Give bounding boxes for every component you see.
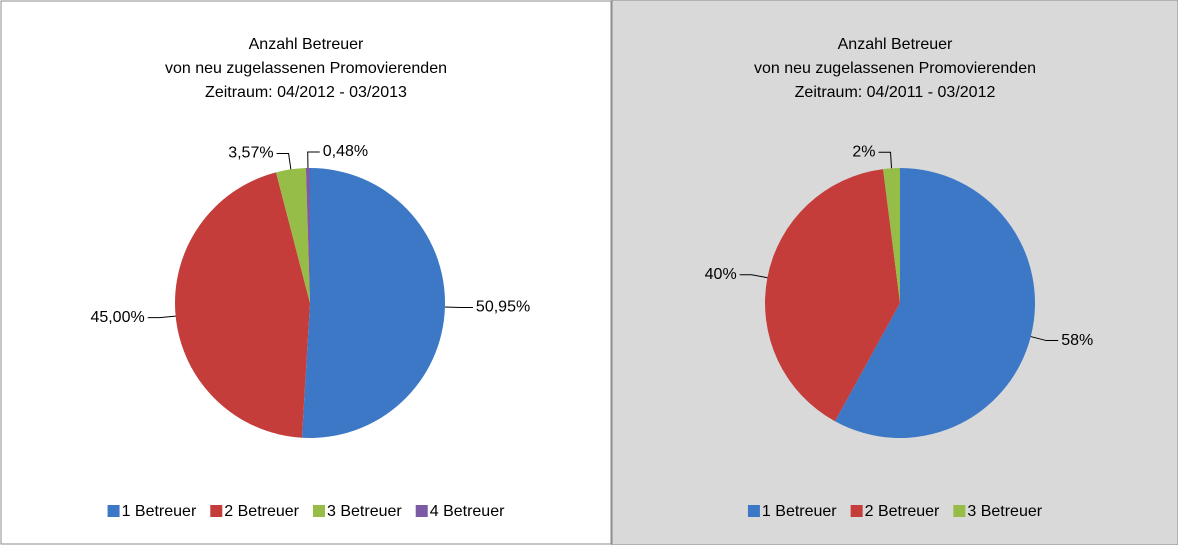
- pie-slice: [834, 168, 1035, 439]
- leader-line: [878, 151, 893, 169]
- data-label: 40%: [705, 266, 737, 283]
- legend-swatch: [210, 505, 223, 517]
- legend: 1 Betreuer 2 Betreuer 3 Betreuer: [747, 503, 1043, 520]
- data-label: 58%: [1061, 332, 1093, 349]
- legend-swatch: [313, 505, 325, 517]
- leader-line: [307, 151, 320, 169]
- pie-slice: [883, 168, 900, 303]
- data-label: 0,48%: [323, 143, 368, 160]
- leader-line: [739, 274, 768, 279]
- legend-label: 3 Betreuer: [967, 503, 1042, 520]
- data-label: 45,00%: [90, 309, 144, 326]
- chart-title: von neu zugelassenen Promovierenden: [754, 60, 1036, 77]
- chart-title: Anzahl Betreuer: [249, 36, 364, 53]
- leader-line: [147, 315, 176, 319]
- legend-label: 1 Betreuer: [122, 503, 197, 520]
- legend-swatch: [953, 505, 966, 517]
- legend: 1 Betreuer 2 Betreuer 3 Betreuer 4 Betreuer: [107, 503, 505, 520]
- legend-label: 2 Betreuer: [865, 503, 940, 520]
- chart-subtitle: Zeitraum: 04/2011 - 03/2012: [795, 84, 996, 101]
- legend-swatch: [747, 505, 760, 517]
- pie-slice: [276, 168, 310, 303]
- pie-slice: [174, 172, 310, 438]
- pie-slice: [301, 168, 445, 438]
- legend-label: 1 Betreuer: [762, 503, 837, 520]
- legend-swatch: [107, 505, 120, 517]
- legend-swatch: [850, 505, 863, 517]
- legend-label: 4 Betreuer: [430, 503, 505, 520]
- pie-slice: [764, 169, 900, 422]
- legend-swatch: [415, 505, 428, 517]
- legend-label: 2 Betreuer: [224, 503, 299, 520]
- chart-title: Anzahl Betreuer: [838, 36, 953, 53]
- pie-slice: [305, 168, 310, 303]
- chart-subtitle: Zeitraum: 04/2012 - 03/2013: [205, 84, 407, 101]
- data-label: 3,57%: [228, 145, 273, 162]
- data-label: 50,95%: [476, 299, 530, 316]
- legend-label: 3 Betreuer: [327, 503, 402, 520]
- leader-line: [1030, 336, 1059, 342]
- leader-line: [276, 153, 292, 170]
- data-label: 2%: [852, 144, 875, 161]
- chart-title: von neu zugelassenen Promovierenden: [165, 60, 447, 77]
